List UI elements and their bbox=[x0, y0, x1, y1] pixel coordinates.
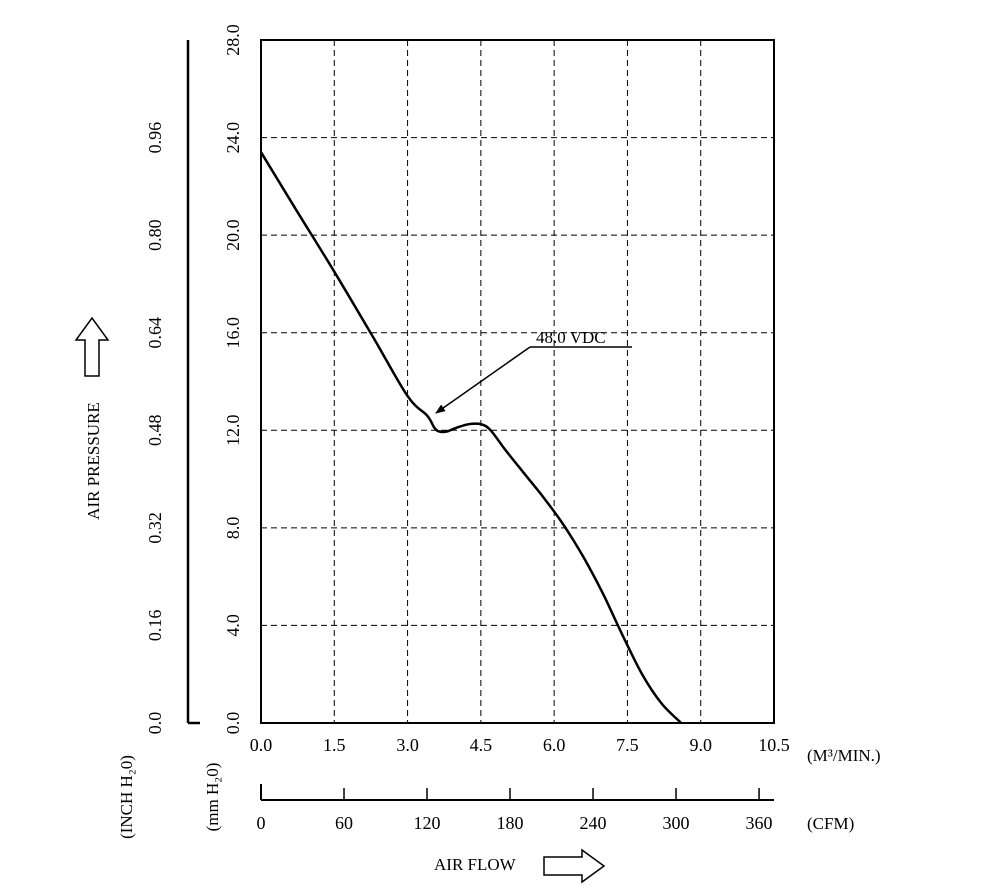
x-unit-secondary: (CFM) bbox=[807, 814, 854, 833]
x-tick-label: 7.5 bbox=[616, 735, 639, 755]
x-axis-title: AIR FLOW bbox=[434, 855, 517, 874]
y-pressure-arrow bbox=[74, 316, 110, 377]
x-tick-label: 9.0 bbox=[689, 735, 712, 755]
y-tick-label: 4.0 bbox=[223, 614, 243, 637]
y-unit-mm: (mm H₂0) bbox=[203, 763, 222, 832]
annotation: 48.0 VDC bbox=[435, 328, 632, 414]
inch-tick-label: 0.48 bbox=[145, 415, 165, 447]
inch-tick-label: 0.32 bbox=[145, 512, 165, 544]
x-tick-label: 1.5 bbox=[323, 735, 346, 755]
y-tick-label: 20.0 bbox=[223, 219, 243, 251]
x-air-flow-arrow bbox=[543, 848, 606, 884]
cfm-tick-label: 180 bbox=[497, 813, 524, 833]
cfm-tick-label: 360 bbox=[746, 813, 773, 833]
inch-tick-label: 0.16 bbox=[145, 610, 165, 642]
inch-tick-label: 0.0 bbox=[145, 712, 165, 735]
x-tick-label: 10.5 bbox=[758, 735, 790, 755]
x-tick-label: 0.0 bbox=[250, 735, 273, 755]
inch-tick-labels: 0.0 0.16 0.32 0.48 0.64 0.80 0.96 bbox=[145, 122, 165, 734]
x-tick-label: 6.0 bbox=[543, 735, 566, 755]
inch-tick-label: 0.64 bbox=[145, 317, 165, 349]
y-tick-label: 16.0 bbox=[223, 317, 243, 349]
inch-tick-label: 0.96 bbox=[145, 122, 165, 154]
x-tick-label: 3.0 bbox=[396, 735, 419, 755]
y-tick-label: 24.0 bbox=[223, 122, 243, 154]
y-tick-labels: 0.0 4.0 8.0 12.0 16.0 20.0 24.0 28.0 bbox=[223, 24, 243, 734]
grid bbox=[261, 40, 774, 723]
y-tick-label: 12.0 bbox=[223, 415, 243, 447]
y-axis-title: AIR PRESSURE bbox=[84, 402, 103, 520]
x-tick-label: 4.5 bbox=[470, 735, 493, 755]
cfm-tick-label: 300 bbox=[663, 813, 690, 833]
inch-tick-label: 0.80 bbox=[145, 219, 165, 251]
inch-axis bbox=[186, 40, 200, 725]
cfm-tick-label: 0 bbox=[257, 813, 266, 833]
x-tick-labels: 0.0 1.5 3.0 4.5 6.0 7.5 9.0 10.5 bbox=[250, 735, 790, 755]
annotation-arrow bbox=[435, 346, 531, 414]
plot-frame bbox=[260, 39, 775, 724]
y-tick-label: 0.0 bbox=[223, 712, 243, 735]
y-tick-label: 28.0 bbox=[223, 24, 243, 56]
y-tick-label: 8.0 bbox=[223, 517, 243, 540]
annotation-label: 48.0 VDC bbox=[536, 328, 606, 347]
series-line-48vdc bbox=[259, 151, 683, 724]
cfm-tick-label: 120 bbox=[414, 813, 441, 833]
cfm-axis: 0 60 120 180 240 300 360 bbox=[257, 784, 774, 833]
x-unit-primary: (M³/MIN.) bbox=[807, 746, 881, 765]
cfm-tick-label: 240 bbox=[580, 813, 607, 833]
cfm-tick-label: 60 bbox=[335, 813, 353, 833]
y-unit-inch: (INCH H₂0) bbox=[117, 755, 136, 839]
